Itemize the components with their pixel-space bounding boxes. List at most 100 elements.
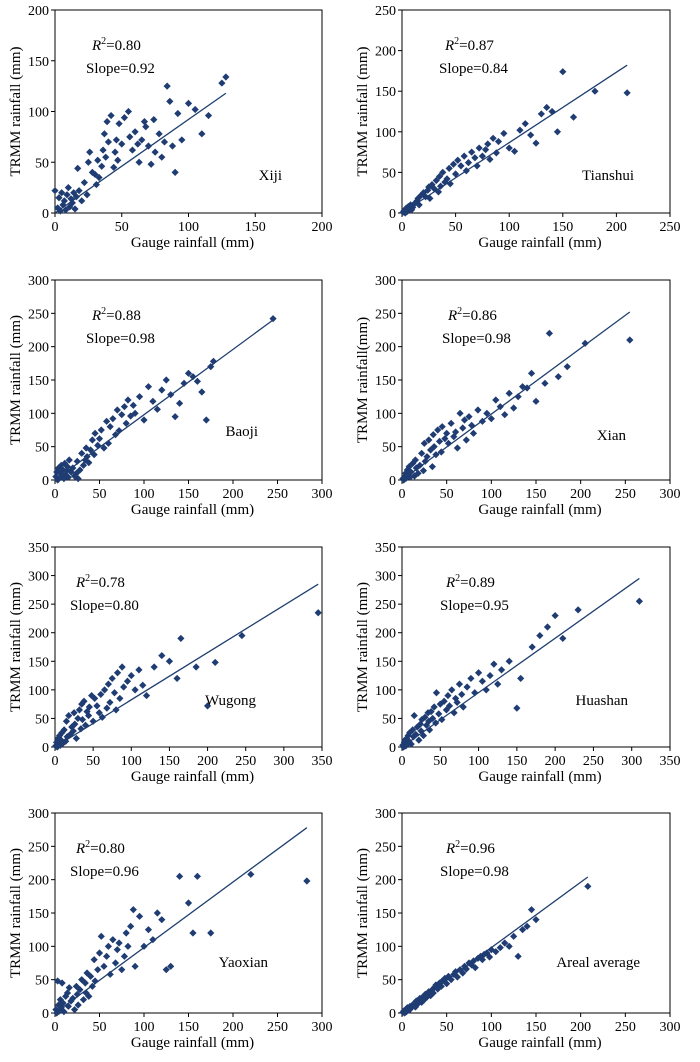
r-squared-annotation: R2=0.86 <box>447 306 497 324</box>
y-tick-label: 100 <box>28 940 49 955</box>
x-tick-label: 150 <box>178 487 199 502</box>
data-point <box>155 130 163 138</box>
data-point <box>405 737 413 745</box>
data-point <box>78 700 86 708</box>
data-point <box>120 403 129 411</box>
data-point <box>100 962 108 970</box>
data-point <box>247 870 255 878</box>
data-point <box>131 686 139 694</box>
data-point <box>124 396 132 404</box>
data-point <box>584 882 592 890</box>
data-point <box>453 698 461 707</box>
data-point <box>486 155 494 164</box>
data-point <box>56 207 64 215</box>
data-point <box>131 128 139 136</box>
data-point <box>447 976 455 984</box>
data-point <box>424 186 432 194</box>
data-point <box>63 191 71 199</box>
data-point <box>88 691 96 700</box>
data-point <box>166 97 174 105</box>
data-point <box>269 315 277 323</box>
data-point <box>53 1009 61 1017</box>
y-tick-label: 50 <box>35 974 49 989</box>
r-squared-annotation: R2=0.87 <box>444 36 494 54</box>
panel-1: 0 50 100 150 200 0 50 100 150 200 Gauge rainfall (… <box>8 4 333 251</box>
data-point <box>414 469 422 477</box>
data-point <box>418 998 426 1006</box>
y-axis-label: TRMM rainfall (mm) <box>355 848 371 978</box>
data-point <box>71 720 79 728</box>
data-point <box>129 906 137 914</box>
x-tick-label: 150 <box>178 1020 199 1035</box>
data-point <box>528 643 536 651</box>
data-point <box>104 138 112 146</box>
data-point <box>543 623 552 631</box>
data-point <box>453 444 461 452</box>
data-point <box>569 113 578 121</box>
data-point <box>497 666 506 674</box>
data-point <box>211 658 219 667</box>
y-tick-label: 100 <box>375 684 396 699</box>
y-tick-label: 250 <box>28 307 49 322</box>
data-point <box>532 397 540 405</box>
data-point <box>514 393 522 401</box>
data-point <box>445 702 454 710</box>
slope-annotation: Slope=0.98 <box>442 331 511 347</box>
data-point <box>474 406 482 414</box>
data-point <box>86 148 94 156</box>
data-point <box>545 329 553 337</box>
panel-5: 0 50 100 150 200 250 300 350 0 50 100 150 200 250 300 3… <box>8 541 333 785</box>
data-point <box>449 160 458 168</box>
station-label: Baoji <box>226 424 259 440</box>
x-tick-label: 250 <box>660 220 681 235</box>
data-point <box>122 929 130 937</box>
data-point <box>510 404 518 412</box>
data-point <box>519 383 527 391</box>
data-point <box>142 691 151 700</box>
data-point <box>144 142 153 150</box>
data-point <box>432 689 441 697</box>
data-point <box>559 634 567 643</box>
data-point <box>176 399 184 407</box>
data-point <box>52 1006 60 1014</box>
data-point <box>406 201 415 209</box>
data-point <box>58 189 66 197</box>
data-point <box>109 936 117 944</box>
data-point <box>57 1004 65 1012</box>
data-point <box>58 729 66 737</box>
data-point <box>435 710 443 718</box>
data-point <box>107 111 115 120</box>
y-tick-label: 200 <box>28 627 49 642</box>
slope-annotation: Slope=0.98 <box>440 864 509 880</box>
x-tick-label: 350 <box>312 754 333 769</box>
data-point <box>412 730 420 739</box>
data-point <box>489 134 497 142</box>
x-axis-label: Gauge rainfall (mm) <box>131 1035 254 1051</box>
data-point <box>184 899 193 907</box>
data-point <box>434 426 442 434</box>
data-point <box>52 473 60 481</box>
data-point <box>171 168 179 176</box>
x-tick-label: 0 <box>52 1020 59 1035</box>
data-point <box>120 952 129 960</box>
data-point <box>158 916 166 924</box>
data-point <box>51 187 59 195</box>
data-point <box>541 379 549 387</box>
data-point <box>420 439 428 447</box>
data-point <box>123 677 132 685</box>
data-point <box>478 956 486 964</box>
data-point <box>83 191 91 199</box>
data-point <box>65 456 73 464</box>
data-point <box>406 473 414 481</box>
slope-annotation: Slope=0.80 <box>70 598 139 614</box>
y-tick-label: 250 <box>375 598 396 613</box>
data-point <box>417 191 425 199</box>
data-point <box>426 992 435 1000</box>
data-point <box>482 146 490 154</box>
data-point <box>463 683 471 691</box>
data-point <box>460 416 469 424</box>
data-point <box>418 449 426 457</box>
y-tick-label: 150 <box>28 374 49 389</box>
slope-annotation: Slope=0.98 <box>86 331 155 347</box>
